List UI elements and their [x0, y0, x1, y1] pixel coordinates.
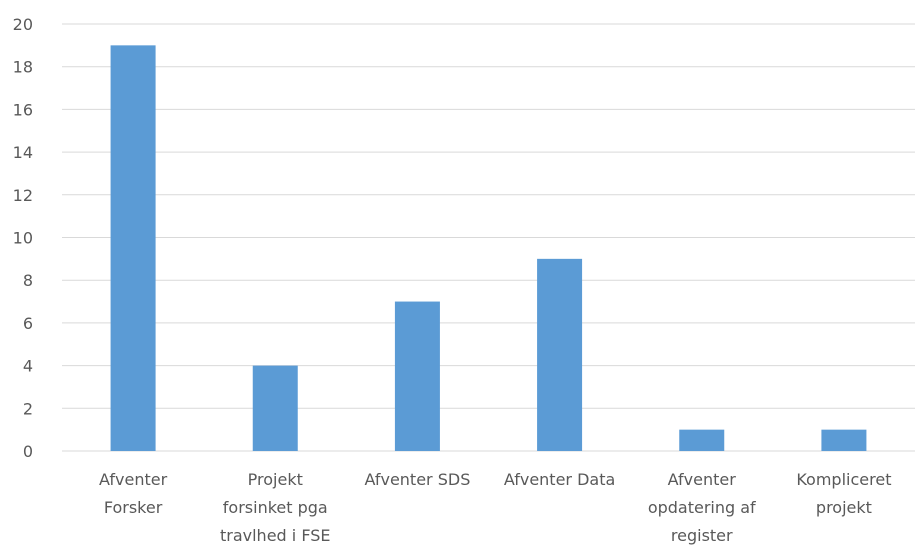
y-axis-ticks: 0 2 4 6 8 10 12 14 16 18 20 — [13, 15, 33, 461]
y-tick-label: 16 — [13, 100, 33, 119]
bar — [252, 365, 298, 451]
x-tick-label: Afventer SDS — [364, 470, 470, 489]
x-tick-label: Kompliceret projekt — [796, 470, 891, 517]
y-tick-label: 2 — [23, 399, 33, 418]
bar — [679, 429, 725, 451]
y-tick-label: 4 — [23, 357, 33, 376]
x-tick-label-line: projekt — [816, 498, 872, 517]
y-tick-label: 6 — [23, 314, 33, 333]
x-tick-label-line: forsinket pga — [223, 498, 328, 517]
y-tick-label: 14 — [13, 143, 33, 162]
gridlines — [62, 23, 915, 452]
x-tick-label-line: Forsker — [104, 498, 163, 517]
bar — [821, 429, 867, 451]
y-tick-label: 8 — [23, 271, 33, 290]
x-tick-label-line: Afventer SDS — [364, 470, 470, 489]
x-tick-label: Afventer Forsker — [99, 470, 168, 517]
x-tick-label-line: Projekt — [248, 470, 303, 489]
x-tick-label: Afventer opdatering af register — [648, 470, 756, 545]
x-tick-label-line: register — [671, 526, 733, 545]
bars — [110, 45, 867, 451]
y-tick-label: 18 — [13, 58, 33, 77]
bar — [110, 45, 156, 451]
bar — [537, 258, 583, 451]
y-tick-label: 12 — [13, 186, 33, 205]
x-tick-label-line: Afventer Data — [504, 470, 615, 489]
y-tick-label: 0 — [23, 442, 33, 461]
x-tick-label-line: Afventer — [99, 470, 168, 489]
x-tick-label-line: Kompliceret — [796, 470, 891, 489]
x-tick-label-line: Afventer — [668, 470, 737, 489]
x-tick-label-line: travlhed i FSE — [220, 526, 331, 545]
y-tick-label: 10 — [13, 229, 33, 248]
x-tick-label-line: opdatering af — [648, 498, 756, 517]
x-axis-ticks: Afventer Forsker Projekt forsinket pga travl… — [99, 470, 891, 545]
bar — [394, 301, 440, 451]
x-tick-label: Afventer Data — [504, 470, 615, 489]
x-tick-label: Projekt forsinket pga travlhed i FSE — [220, 470, 331, 545]
y-tick-label: 20 — [13, 15, 33, 34]
